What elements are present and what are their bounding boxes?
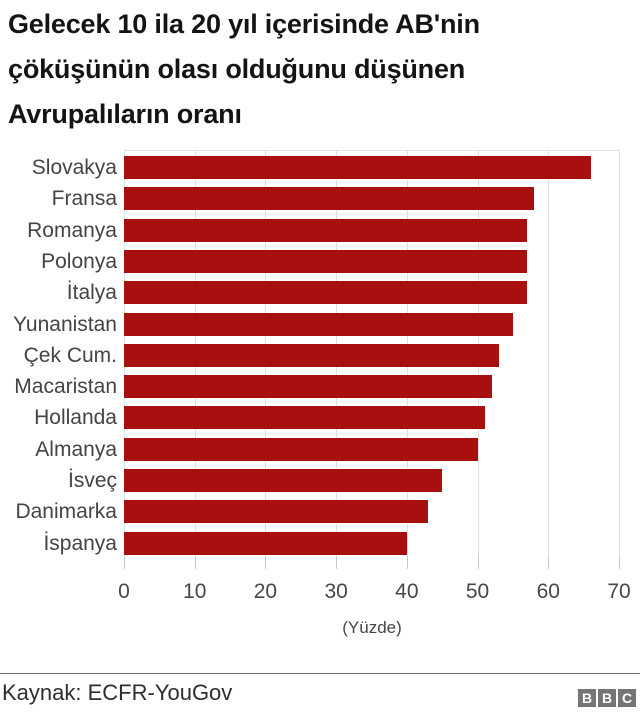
axis-tick [619,556,620,569]
y-axis-label: Fransa [51,187,117,211]
bar [124,249,528,273]
y-axis-label: İtalya [66,281,117,305]
x-tick-label: 10 [183,580,207,603]
bar [124,437,478,461]
chart-row: Macaristan [0,375,640,399]
axis-tick [265,556,267,569]
chart-row: Hollanda [0,406,640,430]
chart-title-line-2: çöküşünün olası olduğunu düşünen [8,54,466,84]
chart-title-line-3: Avrupalıların oranı [8,99,242,129]
y-axis-label: Hollanda [34,406,117,430]
x-tick-label: 20 [253,580,278,603]
axis-tick [548,556,550,569]
chart-title: Gelecek 10 ila 20 yıl içerisinde AB'nin … [8,2,632,137]
bar [124,156,591,179]
bar [124,187,535,211]
y-axis-label: Polonya [41,249,117,273]
chart-title-line-1: Gelecek 10 ila 20 yıl içerisinde AB'nin [8,9,480,39]
chart-row: İtalya [0,281,640,305]
x-tick-label: 30 [324,580,348,603]
axis-tick [194,556,196,569]
chart-row: Fransa [0,187,640,211]
source-label: Kaynak: ECFR-YouGov [2,680,233,705]
y-axis-label: Romanya [27,218,117,242]
bar [124,531,407,555]
chart-row: Polonya [0,249,640,273]
chart-row: Romanya [0,218,640,242]
bar [124,500,429,524]
chart-row: İspanya [0,531,640,555]
bbc-logo-letter: B [598,689,616,707]
gridline [619,151,620,557]
bbc-logo-letter: C [618,689,636,707]
axis-tick [336,556,338,569]
y-axis-label: Yunanistan [13,312,117,336]
chart-row: Çek Cum. [0,343,640,367]
x-axis-ticks [124,556,620,569]
x-tick-label: 0 [118,580,130,603]
bar [124,375,492,399]
x-tick-label: 50 [465,580,490,603]
bar [124,343,499,367]
chart-row: İsveç [0,469,640,492]
bar [124,406,485,430]
bar [124,312,513,336]
y-axis-label: Macaristan [14,375,117,399]
y-axis-label: İspanya [43,531,117,555]
y-axis-label: İsveç [67,469,117,492]
chart-row: Yunanistan [0,312,640,336]
axis-tick [406,556,408,569]
y-axis-label: Çek Cum. [23,343,117,367]
bar [124,281,528,305]
bar-chart: Slovakya Fransa Romanya Polonya İtalya Yunani… [0,150,640,637]
x-tick-label: 40 [395,580,419,603]
x-tick-label: 60 [536,580,560,603]
x-tick-label: 70 [607,580,631,603]
y-axis-label: Slovakya [31,156,117,179]
x-axis-label: (Yüzde) [342,618,402,637]
bar [124,469,443,492]
bar [124,218,528,242]
axis-tick [124,556,125,569]
axis-tick [477,556,479,569]
bbc-logo-letter: B [578,689,596,707]
chart-row: Danimarka [0,500,640,524]
y-axis-label: Danimarka [15,500,117,524]
chart-row: Almanya [0,437,640,461]
y-axis-label: Almanya [35,437,117,461]
gridline [548,151,550,557]
chart-row: Slovakya [0,156,640,179]
